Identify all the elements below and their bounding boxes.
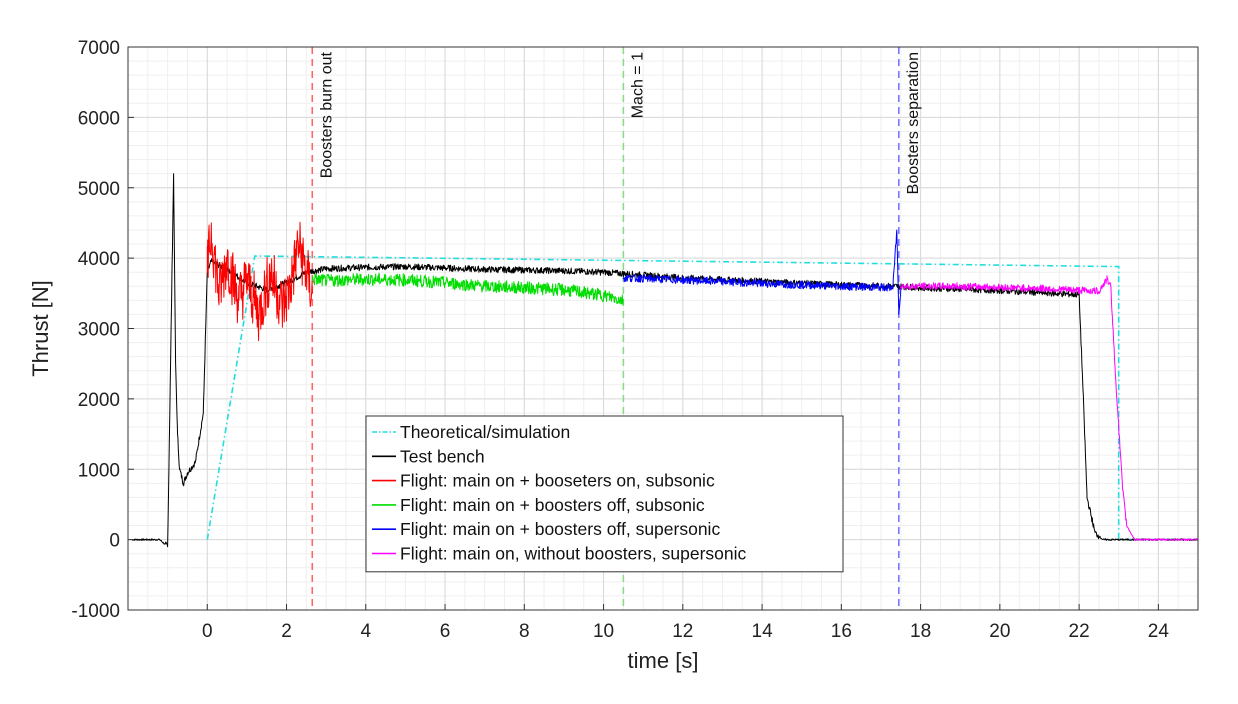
legend-label-green: Flight: main on + boosters off, subsonic — [400, 495, 705, 515]
series-theoretical — [206, 255, 1198, 541]
y-tick-label: -1000 — [71, 601, 120, 622]
mach-1-label: Mach = 1 — [629, 52, 646, 118]
booster-separation-label: Boosters separation — [905, 52, 922, 194]
series-magenta — [900, 275, 1199, 541]
y-tick-label: 6000 — [78, 108, 120, 129]
x-tick-label: 14 — [752, 621, 774, 642]
x-axis-label: time [s] — [628, 648, 699, 673]
data-series — [131, 173, 1199, 548]
y-tick-label: 7000 — [78, 38, 120, 59]
y-tick-label: 2000 — [78, 390, 120, 411]
legend-label-magenta: Flight: main on, without boosters, super… — [400, 544, 747, 564]
x-tick-label: 22 — [1069, 621, 1090, 642]
y-tick-label: 4000 — [78, 249, 120, 270]
x-tick-label: 6 — [440, 621, 451, 642]
booster-burnout-label: Boosters burn out — [318, 51, 335, 178]
x-tick-label: 8 — [519, 621, 530, 642]
y-tick-label: 0 — [109, 531, 120, 552]
x-tick-label: 0 — [202, 621, 213, 642]
legend-box — [365, 415, 844, 573]
x-tick-label: 2 — [281, 621, 292, 642]
y-axis-label: Thrust [N] — [28, 280, 53, 377]
series-green — [311, 272, 624, 306]
x-tick-label: 24 — [1148, 621, 1170, 642]
legend: Theoretical/simulation Test bench Flight: … — [365, 415, 844, 573]
legend-label-blue: Flight: main on + boosters off, superson… — [400, 519, 720, 539]
axis-ticks: 0 2 4 6 8 10 12 14 16 18 20 22 24-100001000200030004… — [71, 38, 1169, 642]
series-red — [206, 221, 313, 342]
x-tick-label: 16 — [831, 621, 852, 642]
x-tick-label: 12 — [672, 621, 693, 642]
legend-label-bench: Test bench — [400, 446, 485, 466]
x-tick-label: 20 — [989, 621, 1010, 642]
legend-label-theoretical: Theoretical/simulation — [400, 422, 570, 442]
event-markers: Boosters burn out Mach = 1 Boosters separa… — [311, 47, 922, 610]
series-blue — [622, 229, 902, 315]
x-tick-label: 18 — [910, 621, 931, 642]
y-tick-label: 1000 — [78, 460, 120, 481]
y-tick-label: 5000 — [78, 179, 120, 200]
y-tick-label: 3000 — [78, 320, 120, 341]
x-tick-label: 4 — [360, 621, 371, 642]
x-tick-label: 10 — [593, 621, 614, 642]
legend-label-red: Flight: main on + booseters on, subsonic — [400, 471, 715, 491]
